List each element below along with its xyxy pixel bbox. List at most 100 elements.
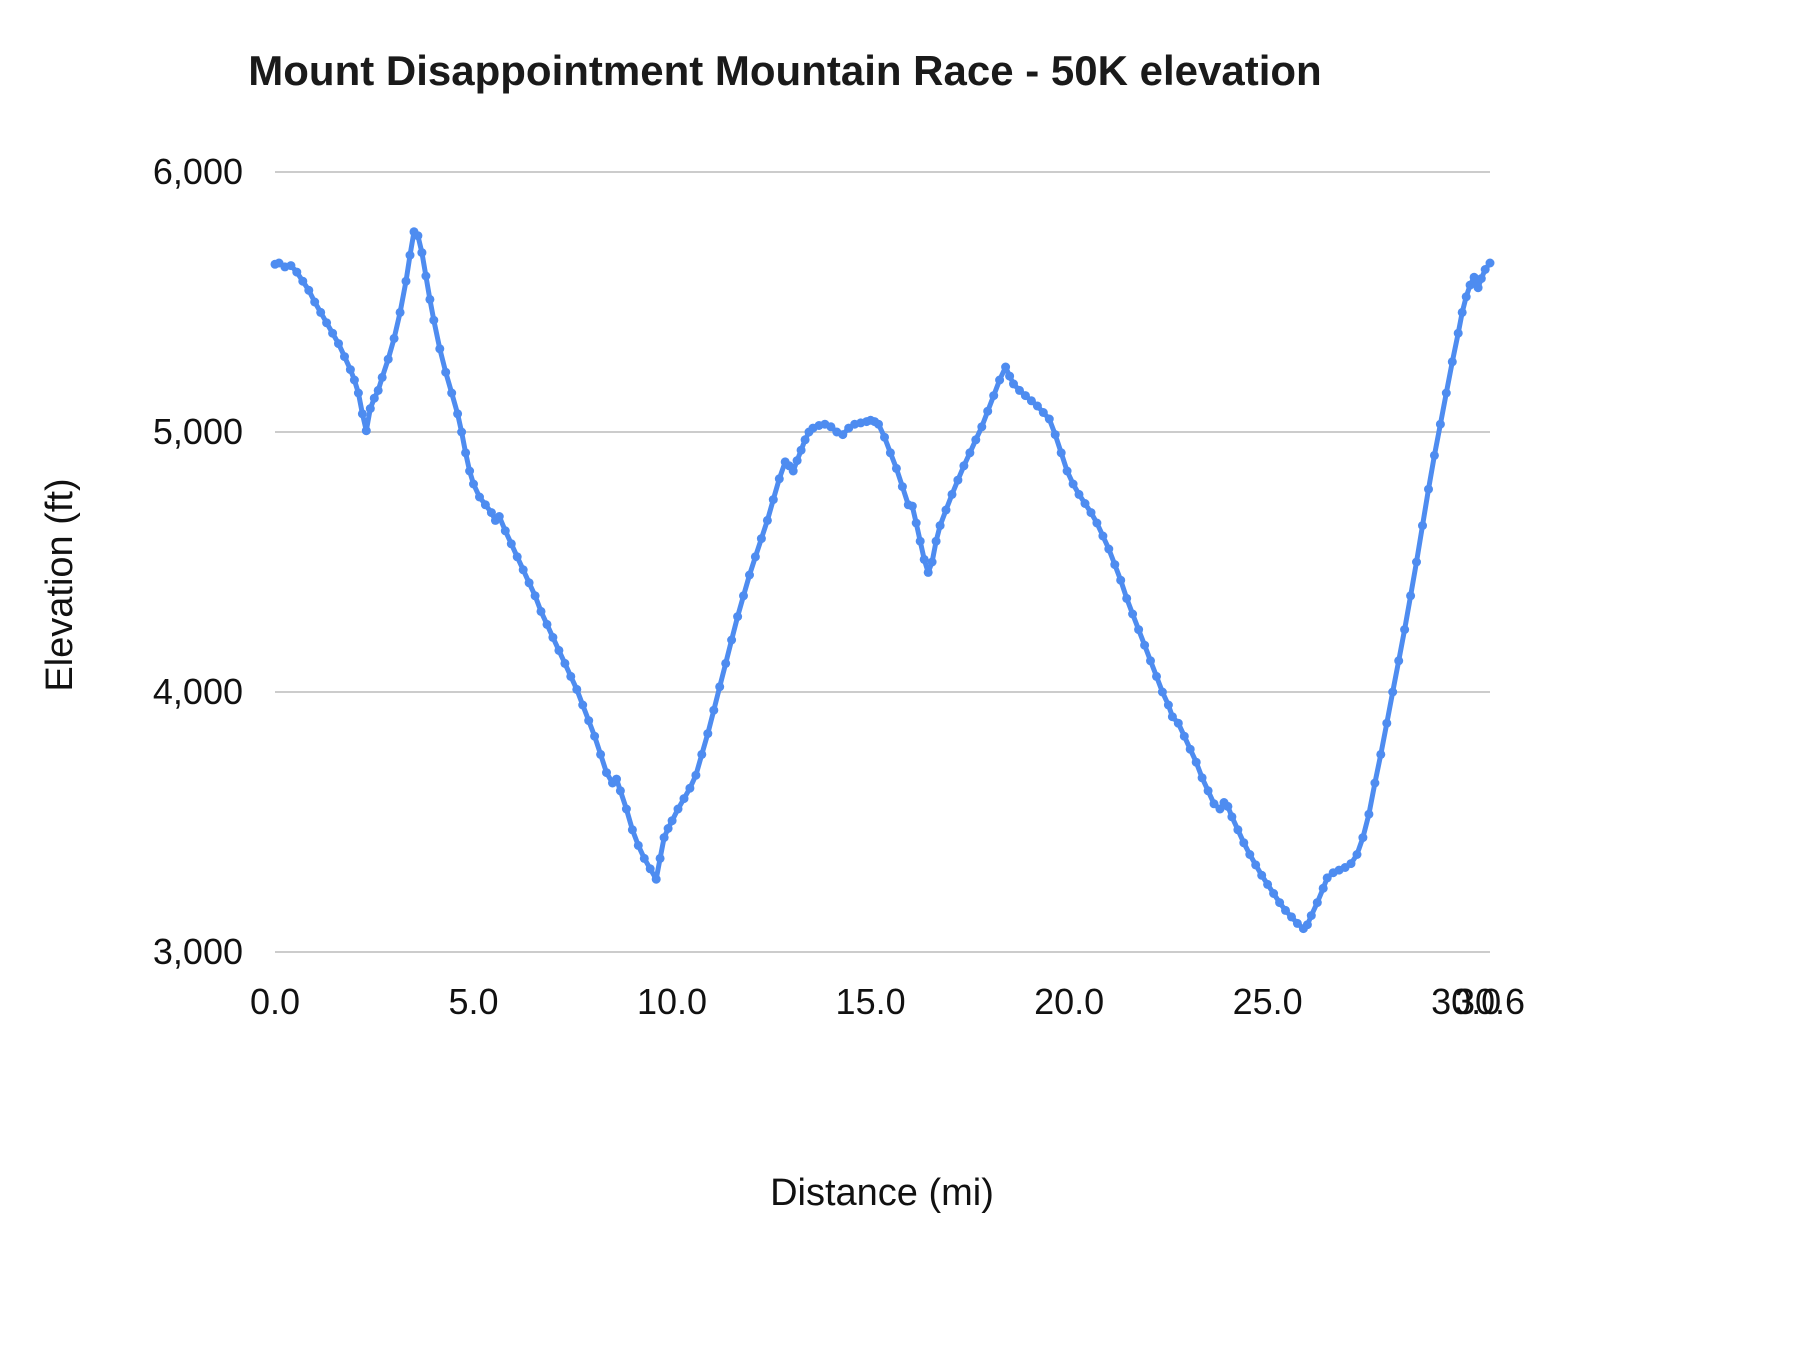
elevation-point <box>469 479 478 489</box>
elevation-point <box>639 853 649 863</box>
elevation-point <box>995 375 1005 385</box>
elevation-point <box>1233 825 1243 835</box>
elevation-point <box>1457 307 1467 317</box>
elevation-point <box>1461 292 1471 302</box>
elevation-point <box>1429 450 1439 460</box>
elevation-point <box>826 422 836 432</box>
elevation-point <box>1322 873 1332 883</box>
y-tick-label: 4,000 <box>153 671 243 712</box>
elevation-point <box>953 475 963 485</box>
elevation-point <box>453 409 463 419</box>
elevation-point <box>500 526 510 536</box>
elevation-point <box>542 619 552 629</box>
elevation-point <box>1370 778 1380 788</box>
elevation-point <box>1223 801 1233 811</box>
elevation-point <box>1209 799 1219 809</box>
elevation-point <box>739 591 748 601</box>
elevation-point <box>548 632 558 642</box>
elevation-point <box>373 385 383 395</box>
elevation-point <box>1480 265 1490 274</box>
elevation-point <box>310 297 320 307</box>
elevation-point <box>651 874 661 884</box>
elevation-point <box>1134 625 1144 635</box>
elevation-point <box>1376 749 1386 759</box>
elevation-point <box>659 833 669 843</box>
elevation-point <box>1318 883 1328 893</box>
elevation-point <box>1382 718 1392 728</box>
elevation-point <box>1104 544 1114 554</box>
elevation-point <box>1086 508 1096 518</box>
elevation-point <box>340 352 349 362</box>
elevation-point <box>697 749 707 759</box>
elevation-point <box>1005 371 1015 381</box>
elevation-point <box>401 276 411 286</box>
elevation-point <box>891 463 901 473</box>
elevation-points <box>270 227 1495 934</box>
x-tick-label: 15.0 <box>836 981 906 1022</box>
elevation-point <box>923 567 933 577</box>
elevation-point <box>1364 809 1374 819</box>
elevation-point <box>1179 731 1189 741</box>
elevation-point <box>1044 414 1054 424</box>
elevation-point <box>349 375 359 385</box>
elevation-point <box>1406 591 1416 601</box>
elevation-point <box>915 536 925 546</box>
elevation-point <box>292 267 302 277</box>
elevation-point <box>584 716 594 726</box>
elevation-point <box>655 853 665 863</box>
elevation-point <box>1092 518 1102 528</box>
elevation-point <box>365 404 375 414</box>
elevation-point <box>1485 258 1495 268</box>
elevation-point <box>1074 489 1084 499</box>
elevation-point <box>1110 560 1120 570</box>
elevation-point <box>322 318 332 328</box>
elevation-point <box>715 682 725 692</box>
elevation-point <box>1197 773 1207 783</box>
elevation-point <box>512 552 522 562</box>
elevation-point <box>1026 396 1036 406</box>
elevation-point <box>1116 575 1126 585</box>
elevation-point <box>633 840 643 850</box>
elevation-point <box>1412 557 1421 567</box>
elevation-point <box>1251 860 1261 870</box>
elevation-point <box>796 445 806 455</box>
elevation-point <box>566 671 576 681</box>
elevation-point <box>1227 812 1237 822</box>
elevation-series <box>270 227 1495 934</box>
elevation-point <box>800 435 810 445</box>
elevation-point <box>911 518 921 528</box>
elevation-point <box>897 482 907 492</box>
elevation-point <box>750 552 760 562</box>
elevation-point <box>1465 280 1475 290</box>
elevation-point <box>1068 479 1078 489</box>
elevation-point <box>1394 656 1404 666</box>
elevation-point <box>838 430 848 440</box>
elevation-point <box>357 409 367 419</box>
elevation-point <box>745 570 754 580</box>
elevation-point <box>663 824 673 833</box>
elevation-point <box>627 825 637 835</box>
elevation-point <box>1203 786 1213 796</box>
elevation-point <box>1167 712 1177 722</box>
elevation-point <box>1032 401 1042 411</box>
y-tick-labels: 3,000 4,000 5,000 6,000 <box>153 151 243 972</box>
x-tick-label: 5.0 <box>449 981 499 1022</box>
elevation-point <box>874 419 883 429</box>
elevation-point <box>1352 850 1362 859</box>
elevation-point <box>621 804 631 814</box>
elevation-point <box>435 344 445 354</box>
elevation-point <box>1435 419 1445 429</box>
elevation-point <box>612 774 621 784</box>
elevation-point <box>389 333 399 343</box>
elevation-point <box>1269 889 1279 898</box>
elevation-point <box>1292 918 1302 928</box>
elevation-point <box>572 684 582 694</box>
elevation-point <box>919 554 929 564</box>
elevation-point <box>421 271 431 281</box>
elevation-point <box>480 500 490 510</box>
elevation-point <box>1263 879 1273 889</box>
x-tick-label: 25.0 <box>1233 981 1303 1022</box>
elevation-point <box>907 501 917 511</box>
